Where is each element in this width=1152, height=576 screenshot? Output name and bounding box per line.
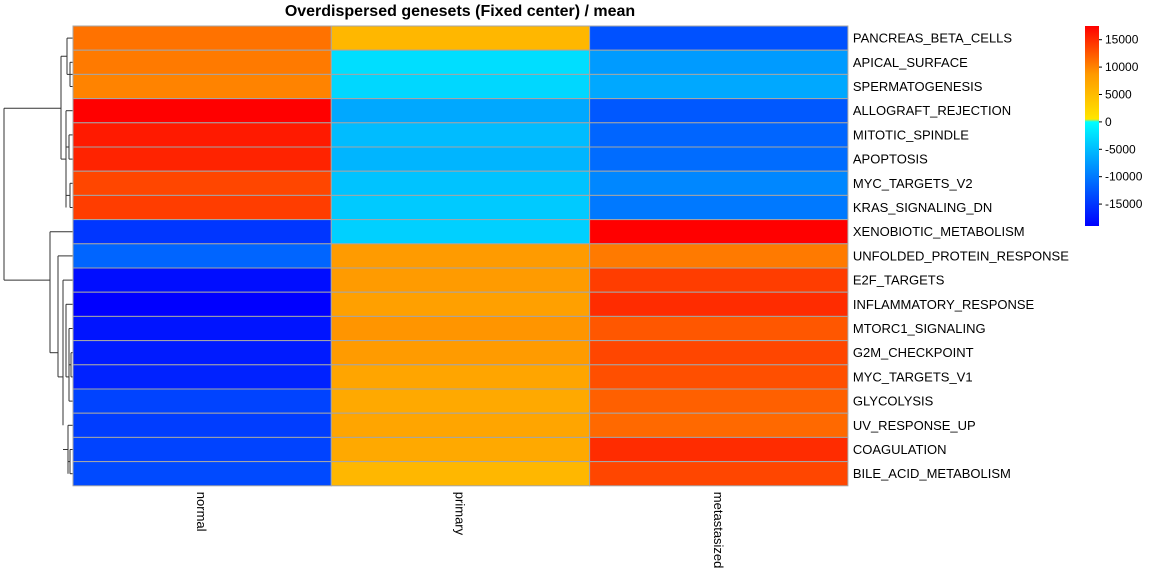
- legend-tick-label: -10000: [1105, 170, 1143, 184]
- row-label: UV_RESPONSE_UP: [853, 418, 976, 433]
- column-label: normal: [194, 492, 209, 532]
- column-label: primary: [452, 492, 467, 536]
- heatmap-cell: [589, 146, 849, 172]
- heatmap-cell: [72, 73, 332, 100]
- heatmap-cell: [330, 243, 591, 269]
- heatmap-cell: [330, 461, 591, 487]
- row-labels: PANCREAS_BETA_CELLS APICAL_SURFACE SPERMAT…: [853, 31, 1069, 482]
- heatmap-cell: [72, 315, 332, 342]
- heatmap-cell: [72, 146, 332, 172]
- heatmap-cell: [330, 340, 591, 366]
- heatmap-cell: [589, 122, 849, 148]
- heatmap-cell: [589, 267, 849, 293]
- heatmap-cell: [72, 412, 332, 438]
- row-label: SPERMATOGENESIS: [853, 79, 983, 94]
- heatmap-cell: [72, 267, 332, 293]
- legend-tick-label: 0: [1105, 115, 1112, 129]
- row-label: XENOBIOTIC_METABOLISM: [853, 224, 1025, 239]
- heatmap-cell: [330, 25, 591, 51]
- heatmap-cell: [330, 412, 591, 438]
- legend-tick-label: -5000: [1105, 142, 1136, 156]
- row-label: GLYCOLYSIS: [853, 394, 934, 409]
- heatmap-cell: [330, 267, 591, 293]
- row-label: ALLOGRAFT_REJECTION: [853, 103, 1011, 118]
- heatmap-cells: [72, 25, 849, 487]
- heatmap-cell: [589, 340, 849, 366]
- row-label: INFLAMMATORY_RESPONSE: [853, 297, 1035, 312]
- heatmap-cell: [589, 364, 849, 390]
- heatmap-cell: [330, 291, 591, 317]
- heatmap-cell: [330, 49, 591, 75]
- heatmap-cell: [72, 49, 332, 75]
- row-label: APOPTOSIS: [853, 152, 928, 167]
- heatmap-cell: [72, 364, 332, 390]
- heatmap-cell: [330, 364, 591, 390]
- legend-tick-label: 5000: [1105, 87, 1132, 101]
- color-legend-bar: [1085, 26, 1099, 226]
- column-label: metastasized: [711, 492, 726, 569]
- heatmap-cell: [330, 388, 591, 414]
- heatmap-cell: [330, 146, 591, 172]
- heatmap-cell: [589, 49, 849, 75]
- heatmap-cell: [589, 243, 849, 269]
- heatmap-cell: [72, 461, 332, 487]
- heatmap-cell: [72, 170, 332, 196]
- heatmap-cell: [72, 122, 332, 148]
- heatmap-cell: [589, 194, 849, 221]
- row-label: MYC_TARGETS_V1: [853, 369, 973, 384]
- heatmap-cell: [589, 461, 849, 487]
- heatmap-cell: [72, 219, 332, 245]
- heatmap-cell: [589, 388, 849, 414]
- legend-tick-label: 10000: [1105, 60, 1139, 74]
- heatmap-cell: [330, 73, 591, 100]
- row-label: E2F_TARGETS: [853, 273, 945, 288]
- heatmap-cell: [72, 98, 332, 124]
- row-label: MTORC1_SIGNALING: [853, 321, 986, 336]
- row-label: COAGULATION: [853, 442, 947, 457]
- heatmap-cell: [330, 122, 591, 148]
- heatmap-cell: [589, 436, 849, 463]
- color-legend: 15000 10000 5000 0 -5000 -10000 -15000: [1085, 26, 1143, 226]
- color-legend-ticks: 15000 10000 5000 0 -5000 -10000 -15000: [1099, 33, 1143, 211]
- row-label: PANCREAS_BETA_CELLS: [853, 31, 1013, 46]
- heatmap-cell: [330, 170, 591, 196]
- heatmap-cell: [330, 98, 591, 124]
- legend-tick-label: -15000: [1105, 197, 1143, 211]
- row-label: MYC_TARGETS_V2: [853, 176, 973, 191]
- heatmap-cell: [72, 194, 332, 221]
- column-labels: normal primary metastasized: [194, 492, 726, 569]
- row-label: UNFOLDED_PROTEIN_RESPONSE: [853, 248, 1069, 263]
- heatmap-cell: [589, 98, 849, 124]
- heatmap-cell: [72, 25, 332, 51]
- heatmap-cell: [72, 243, 332, 269]
- heatmap-cell: [330, 219, 591, 245]
- row-label: G2M_CHECKPOINT: [853, 345, 974, 360]
- heatmap-cell: [589, 170, 849, 196]
- legend-tick-label: 15000: [1105, 33, 1139, 47]
- heatmap-cell: [589, 25, 849, 51]
- row-dendrogram: [3, 37, 73, 475]
- heatmap-cell: [589, 412, 849, 438]
- heatmap-cell: [72, 340, 332, 366]
- chart-title: Overdispersed genesets (Fixed center) / …: [285, 3, 635, 20]
- heatmap-cell: [330, 194, 591, 221]
- heatmap-cell: [330, 436, 591, 463]
- heatmap-cell: [330, 315, 591, 342]
- heatmap-cell: [72, 388, 332, 414]
- heatmap-cell: [72, 436, 332, 463]
- row-label: MITOTIC_SPINDLE: [853, 127, 969, 142]
- row-label: BILE_ACID_METABOLISM: [853, 466, 1011, 481]
- heatmap-cell: [589, 315, 849, 342]
- heatmap-cell: [589, 219, 849, 245]
- heatmap-cell: [589, 291, 849, 317]
- heatmap-cell: [589, 73, 849, 100]
- row-label: KRAS_SIGNALING_DN: [853, 200, 992, 215]
- heatmap-cell: [72, 291, 332, 317]
- row-label: APICAL_SURFACE: [853, 55, 968, 70]
